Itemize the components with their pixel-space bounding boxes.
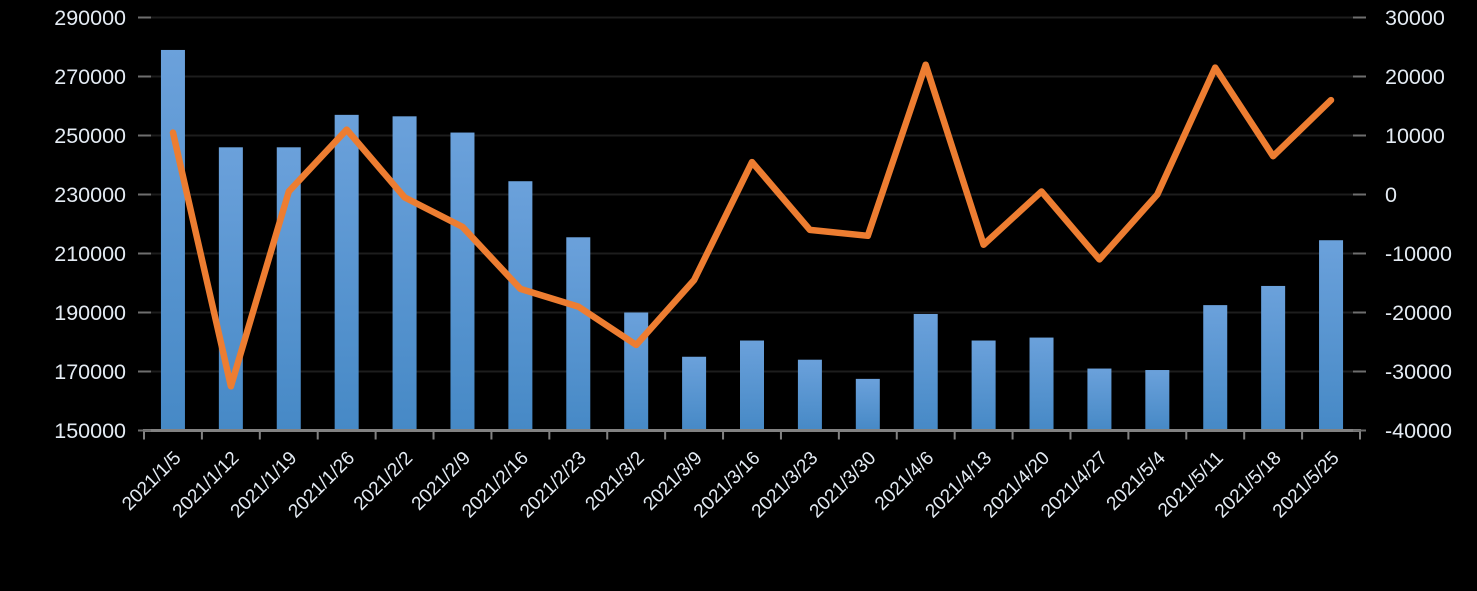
bar[interactable] xyxy=(797,359,822,431)
right-axis-tick-label: 30000 xyxy=(1385,6,1445,30)
bar[interactable] xyxy=(160,49,185,431)
left-axis-tick-label: 270000 xyxy=(54,65,126,89)
left-axis-labels: 290000 270000 250000 230000 210000 190000 1700… xyxy=(54,6,126,443)
bar[interactable] xyxy=(682,356,707,431)
right-axis-tick-label: 20000 xyxy=(1385,65,1445,89)
right-axis-labels: 30000 20000 10000 0 -10000 -20000 -30000 -40000 xyxy=(1385,6,1452,443)
bar[interactable] xyxy=(1203,305,1228,431)
x-axis xyxy=(143,429,1361,440)
right-axis-tick-label: -30000 xyxy=(1385,360,1452,384)
bar[interactable] xyxy=(1261,285,1286,431)
bar[interactable] xyxy=(1087,368,1112,431)
bar[interactable] xyxy=(450,132,475,431)
bar[interactable] xyxy=(334,114,359,431)
x-axis-tick-label: 2021/2/2 xyxy=(350,448,417,515)
left-axis-tick-label: 170000 xyxy=(54,360,126,384)
line-series-path[interactable] xyxy=(169,61,1335,390)
left-axis-tick-label: 230000 xyxy=(54,183,126,207)
bar[interactable] xyxy=(1319,240,1344,431)
right-axis-tick-label: -20000 xyxy=(1385,301,1452,325)
bar[interactable] xyxy=(855,378,880,431)
x-axis-labels: 2021/1/52021/1/122021/1/192021/1/262021/… xyxy=(118,447,1343,522)
y-axis-ticks xyxy=(138,16,1366,432)
left-axis-tick-label: 190000 xyxy=(54,301,126,325)
left-axis-tick-label: 150000 xyxy=(54,419,126,443)
left-axis-tick-label: 210000 xyxy=(54,242,126,266)
bar-series xyxy=(160,49,1344,431)
bar[interactable] xyxy=(1145,370,1170,431)
x-axis-tick-label: 2021/3/2 xyxy=(582,448,649,515)
bar[interactable] xyxy=(1029,337,1054,431)
bar[interactable] xyxy=(624,312,649,431)
left-axis-tick-label: 290000 xyxy=(54,6,126,30)
right-axis-tick-label: -40000 xyxy=(1385,419,1452,443)
bar[interactable] xyxy=(913,313,938,431)
left-axis-tick-label: 250000 xyxy=(54,124,126,148)
bar[interactable] xyxy=(971,340,996,431)
bar[interactable] xyxy=(566,237,591,431)
right-axis-tick-label: 10000 xyxy=(1385,124,1445,148)
bar[interactable] xyxy=(508,181,533,431)
right-axis-tick-label: 0 xyxy=(1385,183,1397,207)
right-axis-tick-label: -10000 xyxy=(1385,242,1452,266)
bar[interactable] xyxy=(740,340,764,431)
bar[interactable] xyxy=(392,116,417,431)
